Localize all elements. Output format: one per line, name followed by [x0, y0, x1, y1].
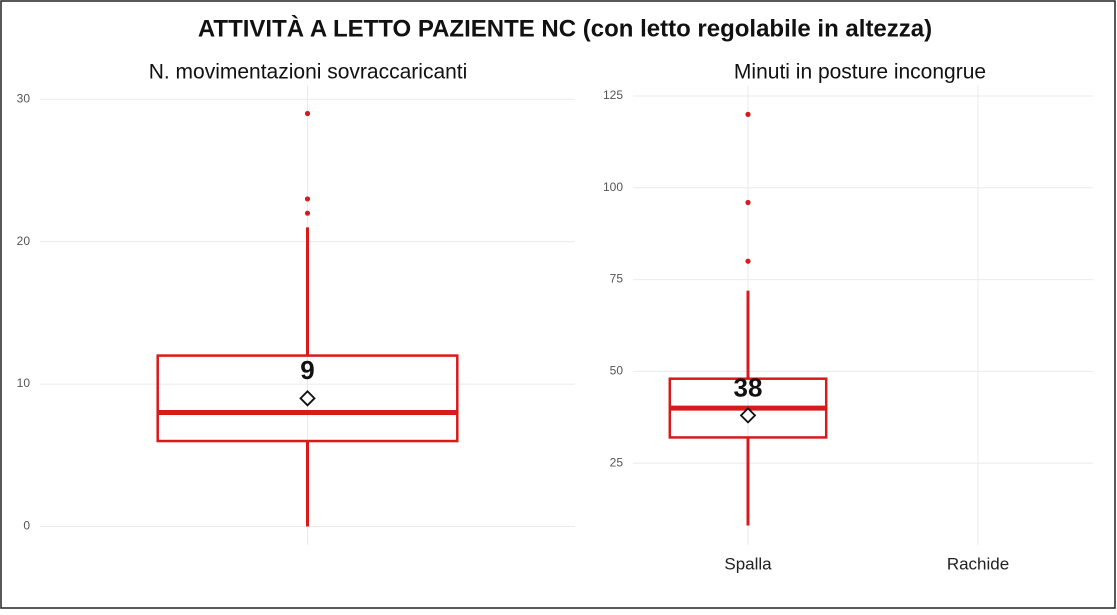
x-tick-label: Rachide: [947, 554, 1009, 573]
y-tick-label: 30: [17, 91, 31, 105]
page-title: ATTIVITÀ A LETTO PAZIENTE NC (con letto …: [198, 14, 932, 42]
y-tick-label: 125: [603, 88, 623, 102]
y-tick-label: 50: [610, 364, 624, 378]
box: [156, 354, 459, 443]
y-tick-label: 0: [23, 519, 30, 533]
y-tick-label: 10: [17, 376, 31, 390]
outlier: [304, 196, 311, 202]
y-tick-label: 25: [610, 455, 624, 469]
mean-label: 38: [734, 372, 763, 402]
outlier: [745, 199, 751, 206]
outlier: [745, 258, 751, 264]
x-tick-label: Spalla: [724, 554, 772, 573]
subplot-title: Minuti in posture incongrue: [734, 61, 986, 84]
mean-marker: [739, 407, 757, 424]
outlier: [304, 110, 311, 117]
y-tick-label: 75: [610, 272, 624, 286]
y-tick-label: 20: [17, 234, 31, 248]
mean-marker: [299, 390, 316, 407]
subplot-title: N. movimentazioni sovraccaricanti: [149, 61, 468, 84]
outlier: [304, 210, 311, 216]
y-tick-label: 100: [603, 180, 623, 194]
outlier: [745, 111, 751, 117]
mean-label: 9: [300, 355, 314, 385]
